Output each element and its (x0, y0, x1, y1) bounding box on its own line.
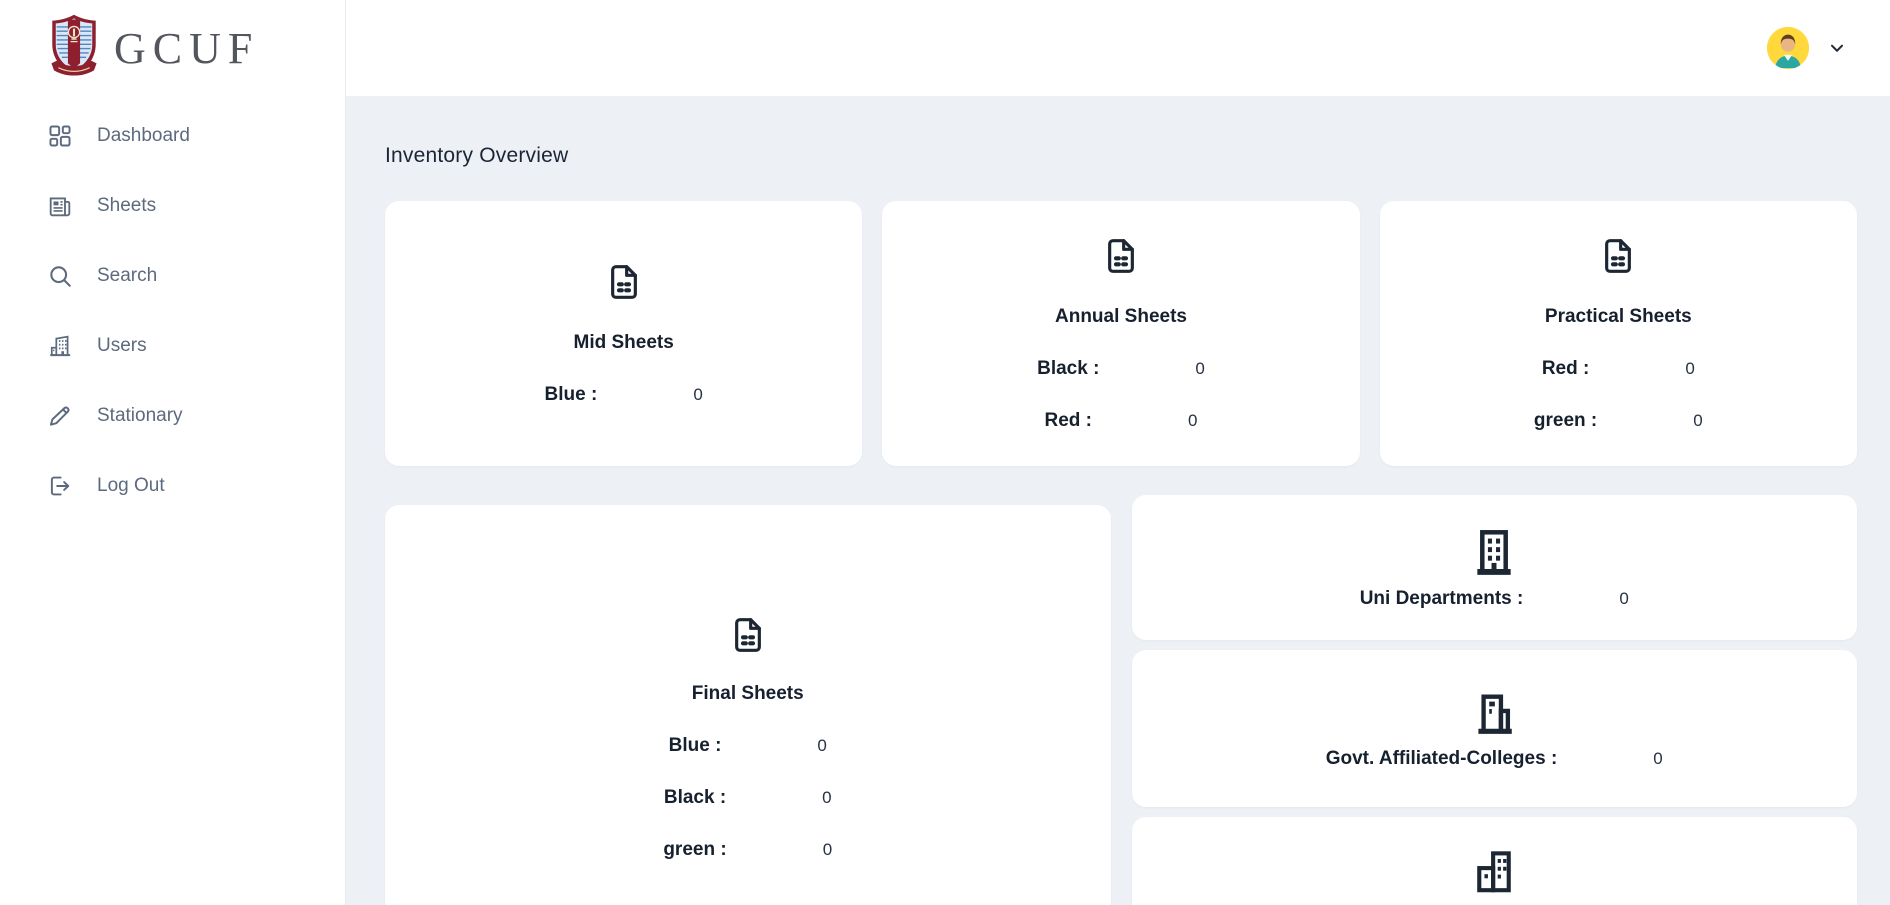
card-mid-sheets: Mid Sheets Blue : 0 (385, 201, 863, 466)
gcuf-crest-icon (46, 13, 102, 84)
final-sheets-slot: Final Sheets Blue : 0 Black : 0 green : 0 (385, 495, 1111, 905)
stat-value: 0 (1653, 748, 1663, 768)
card-title: Annual Sheets (1055, 305, 1187, 327)
content-area: Inventory Overview Mid Sheets Blue : 0 Annu… (346, 96, 1890, 905)
stat-cards-column: Uni Departments :0 Govt. Affiliated-Colle… (1131, 495, 1858, 905)
document-icon (1598, 236, 1638, 276)
stat-row: Govt. Affiliated-Colleges : 0 (1326, 748, 1663, 770)
stat-row: green : 0 (385, 839, 1111, 861)
card-uni-departments: Uni Departments : 0 (1131, 495, 1858, 640)
stat-row: Uni Departments : 0 (1360, 588, 1629, 610)
sheets-icon (47, 193, 73, 219)
stat-label: green : (1533, 409, 1598, 431)
lower-section: Final Sheets Blue : 0 Black : 0 green : 0 Uni … (385, 495, 1857, 905)
stationary-icon (47, 403, 73, 429)
stat-value: 0 (822, 788, 832, 807)
stat-label: Black : (663, 787, 727, 808)
card-content: Govt. Affiliated-Colleges : 0 (1132, 688, 1858, 770)
card-title: Practical Sheets (1544, 305, 1692, 327)
stat-row: Red : 0 (882, 410, 1359, 432)
topbar (346, 0, 1890, 96)
card-content: Practical Sheets Red : 0 green : 0 (1380, 236, 1857, 432)
brand-name: GCUF (114, 23, 260, 73)
sidebar-item-log-out[interactable]: Log Out (0, 451, 345, 521)
stat-value: 0 (1685, 358, 1695, 378)
card-rows: Black : 0 Red : 0 (882, 358, 1359, 432)
stat-value: 0 (817, 736, 827, 755)
stat-row: Black : 0 (882, 358, 1359, 380)
city-buildings-icon (1468, 846, 1520, 898)
document-icon (728, 615, 768, 655)
stat-label: Uni Departments : (1359, 587, 1524, 609)
card-annual-sheets: Annual Sheets Black : 0 Red : 0 (882, 201, 1360, 466)
stat-value: 0 (822, 840, 833, 859)
sidebar-item-stationary[interactable]: Stationary (0, 381, 345, 451)
page-title: Inventory Overview (385, 144, 569, 167)
department-building-icon (1467, 526, 1521, 580)
card-rows: Blue : 0 (385, 384, 862, 406)
sheet-cards-row: Mid Sheets Blue :0 Annual Sheets Black :0 Re… (385, 201, 1857, 466)
stat-label: Blue : (668, 735, 722, 756)
stat-row: green : 0 (1380, 410, 1857, 432)
brand-logo[interactable]: GCUF (0, 0, 345, 96)
sidebar-item-search[interactable]: Search (0, 241, 345, 311)
stat-label: Blue : (544, 383, 598, 405)
card-final-sheets: Final Sheets Blue : 0 Black : 0 green : 0 (385, 505, 1111, 905)
card-content: Annual Sheets Black : 0 Red : 0 (882, 236, 1359, 432)
stat-value: 0 (1693, 410, 1703, 430)
sidebar-item-label: Users (97, 335, 147, 356)
card-govt-affiliated-colleges: Govt. Affiliated-Colleges : 0 (1131, 650, 1858, 807)
card-content: Final Sheets Blue : 0 Black : 0 green : 0 (385, 615, 1111, 861)
stat-row: Blue : 0 (385, 384, 862, 406)
stat-label: Black : (1037, 357, 1100, 379)
users-icon (47, 333, 73, 359)
stat-label: Govt. Affiliated-Colleges : (1325, 747, 1558, 769)
sidebar-item-label: Search (97, 265, 158, 286)
stat-label: green : (663, 839, 727, 860)
card-content (1132, 817, 1858, 898)
stat-value: 0 (693, 384, 703, 404)
stat-row: Black : 0 (385, 787, 1111, 809)
search-icon (47, 263, 73, 289)
card-title: Mid Sheets (573, 331, 674, 353)
card-stat-3 (1131, 817, 1858, 905)
sidebar-item-label: Log Out (97, 475, 165, 496)
card-rows: Red : 0 green : 0 (1380, 358, 1857, 432)
document-icon (1101, 236, 1141, 276)
stat-label: Red : (1541, 357, 1590, 379)
logout-icon (47, 473, 73, 499)
stat-value: 0 (1188, 410, 1198, 430)
card-title: Final Sheets (691, 683, 804, 704)
sidebar-item-label: Stationary (97, 405, 183, 426)
sidebar: GCUF Dashboard Sheets Search Users Stationar… (0, 0, 346, 905)
card-rows: Blue : 0 Black : 0 green : 0 (385, 735, 1111, 861)
dashboard-icon (47, 123, 73, 149)
main-column: Inventory Overview Mid Sheets Blue : 0 Annu… (346, 0, 1890, 905)
card-content: Mid Sheets Blue : 0 (385, 262, 862, 406)
stat-label: Red : (1044, 409, 1093, 431)
document-icon (604, 262, 644, 302)
sidebar-item-label: Sheets (97, 195, 157, 216)
card-content: Uni Departments : 0 (1132, 526, 1858, 610)
stat-row: Red : 0 (1380, 358, 1857, 380)
college-buildings-icon (1468, 688, 1520, 740)
sidebar-item-label: Dashboard (97, 125, 190, 146)
sidebar-item-users[interactable]: Users (0, 311, 345, 381)
sidebar-item-dashboard[interactable]: Dashboard (0, 101, 345, 171)
user-avatar[interactable] (1766, 26, 1810, 70)
sidebar-item-sheets[interactable]: Sheets (0, 171, 345, 241)
stat-value: 0 (1195, 358, 1205, 378)
card-practical-sheets: Practical Sheets Red : 0 green : 0 (1379, 201, 1857, 466)
chevron-down-icon[interactable] (1826, 37, 1848, 59)
sidebar-nav: Dashboard Sheets Search Users Stationary Log … (0, 101, 345, 521)
stat-row: Blue : 0 (385, 735, 1111, 757)
stat-value: 0 (1619, 588, 1629, 608)
